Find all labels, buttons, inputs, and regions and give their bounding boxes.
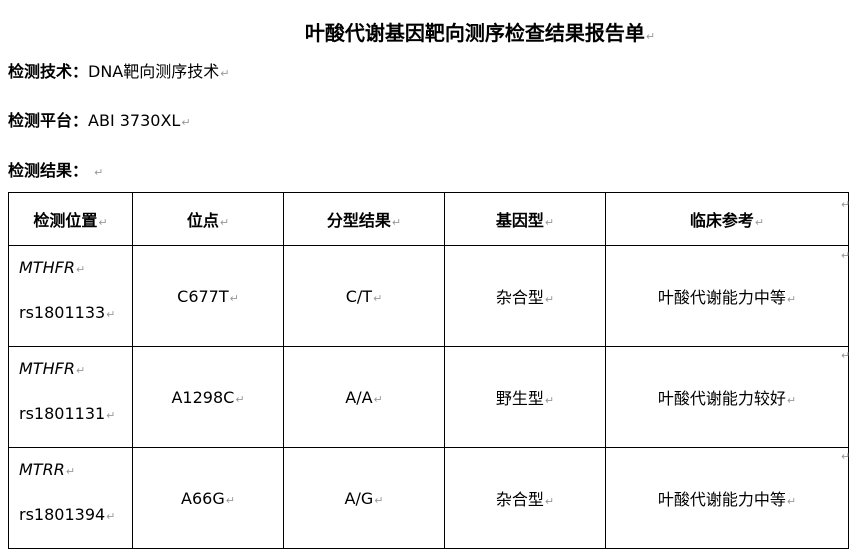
table-row: MTRR↵ rs1801394↵ A66G↵ A/G↵ 杂合型↵ 叶酸代谢能力中等… [8, 447, 849, 549]
report-title: 叶酸代谢基因靶向测序检查结果报告单↵ [304, 21, 656, 45]
paragraph-mark: ↵ [220, 67, 230, 80]
results-table: 检测位置↵ 位点↵ 分型结果↵ 基因型↵ 临床参考↵ MTHFR↵ rs18011… [8, 192, 849, 549]
technique-label: 检测技术： [8, 62, 89, 81]
results-line: 检测结果： ↵ [8, 157, 103, 181]
cell-call: A/A↵ [283, 346, 445, 448]
cell-site: A66G↵ [132, 447, 284, 549]
paragraph-mark: ↵ [645, 30, 656, 43]
header-site: 位点↵ [132, 192, 284, 246]
table-row: MTHFR↵ rs1801131↵ A1298C↵ A/A↵ 野生型↵ 叶酸代谢能… [8, 346, 849, 448]
cell-site: C677T↵ [132, 245, 284, 347]
results-label: 检测结果： [8, 161, 89, 180]
paragraph-mark: ↵ [181, 116, 191, 129]
cell-location: MTHFR↵ rs1801133↵ [8, 245, 133, 347]
row-end-mark: ↵ [841, 349, 850, 362]
row-end-mark: ↵ [841, 249, 850, 262]
cell-clinical: 叶酸代谢能力中等↵ [605, 245, 849, 347]
cell-genotype: 杂合型↵ [444, 245, 606, 347]
header-genotype: 基因型↵ [444, 192, 606, 246]
row-end-mark: ↵ [841, 198, 850, 211]
cell-location: MTRR↵ rs1801394↵ [8, 447, 133, 549]
paragraph-mark: ↵ [94, 166, 104, 179]
cell-call: A/G↵ [283, 447, 445, 549]
cell-genotype: 杂合型↵ [444, 447, 606, 549]
header-call: 分型结果↵ [283, 192, 445, 246]
cell-clinical: 叶酸代谢能力较好↵ [605, 346, 849, 448]
technique-line: 检测技术：DNA靶向测序技术↵ [8, 58, 229, 82]
technique-value: DNA靶向测序技术 [88, 62, 220, 81]
header-location: 检测位置↵ [8, 192, 133, 246]
cell-location: MTHFR↵ rs1801131↵ [8, 346, 133, 448]
header-clinical: 临床参考↵ [605, 192, 849, 246]
platform-label: 检测平台： [8, 111, 89, 130]
cell-site: A1298C↵ [132, 346, 284, 448]
table-row: MTHFR↵ rs1801133↵ C677T↵ C/T↵ 杂合型↵ 叶酸代谢能力… [8, 245, 849, 347]
cell-clinical: 叶酸代谢能力中等↵ [605, 447, 849, 549]
table-header-row: 检测位置↵ 位点↵ 分型结果↵ 基因型↵ 临床参考↵ [8, 192, 849, 246]
platform-value: ABI 3730XL [88, 111, 181, 130]
cell-genotype: 野生型↵ [444, 346, 606, 448]
row-end-mark: ↵ [841, 450, 850, 463]
platform-line: 检测平台：ABI 3730XL↵ [8, 107, 191, 131]
cell-call: C/T↵ [283, 245, 445, 347]
